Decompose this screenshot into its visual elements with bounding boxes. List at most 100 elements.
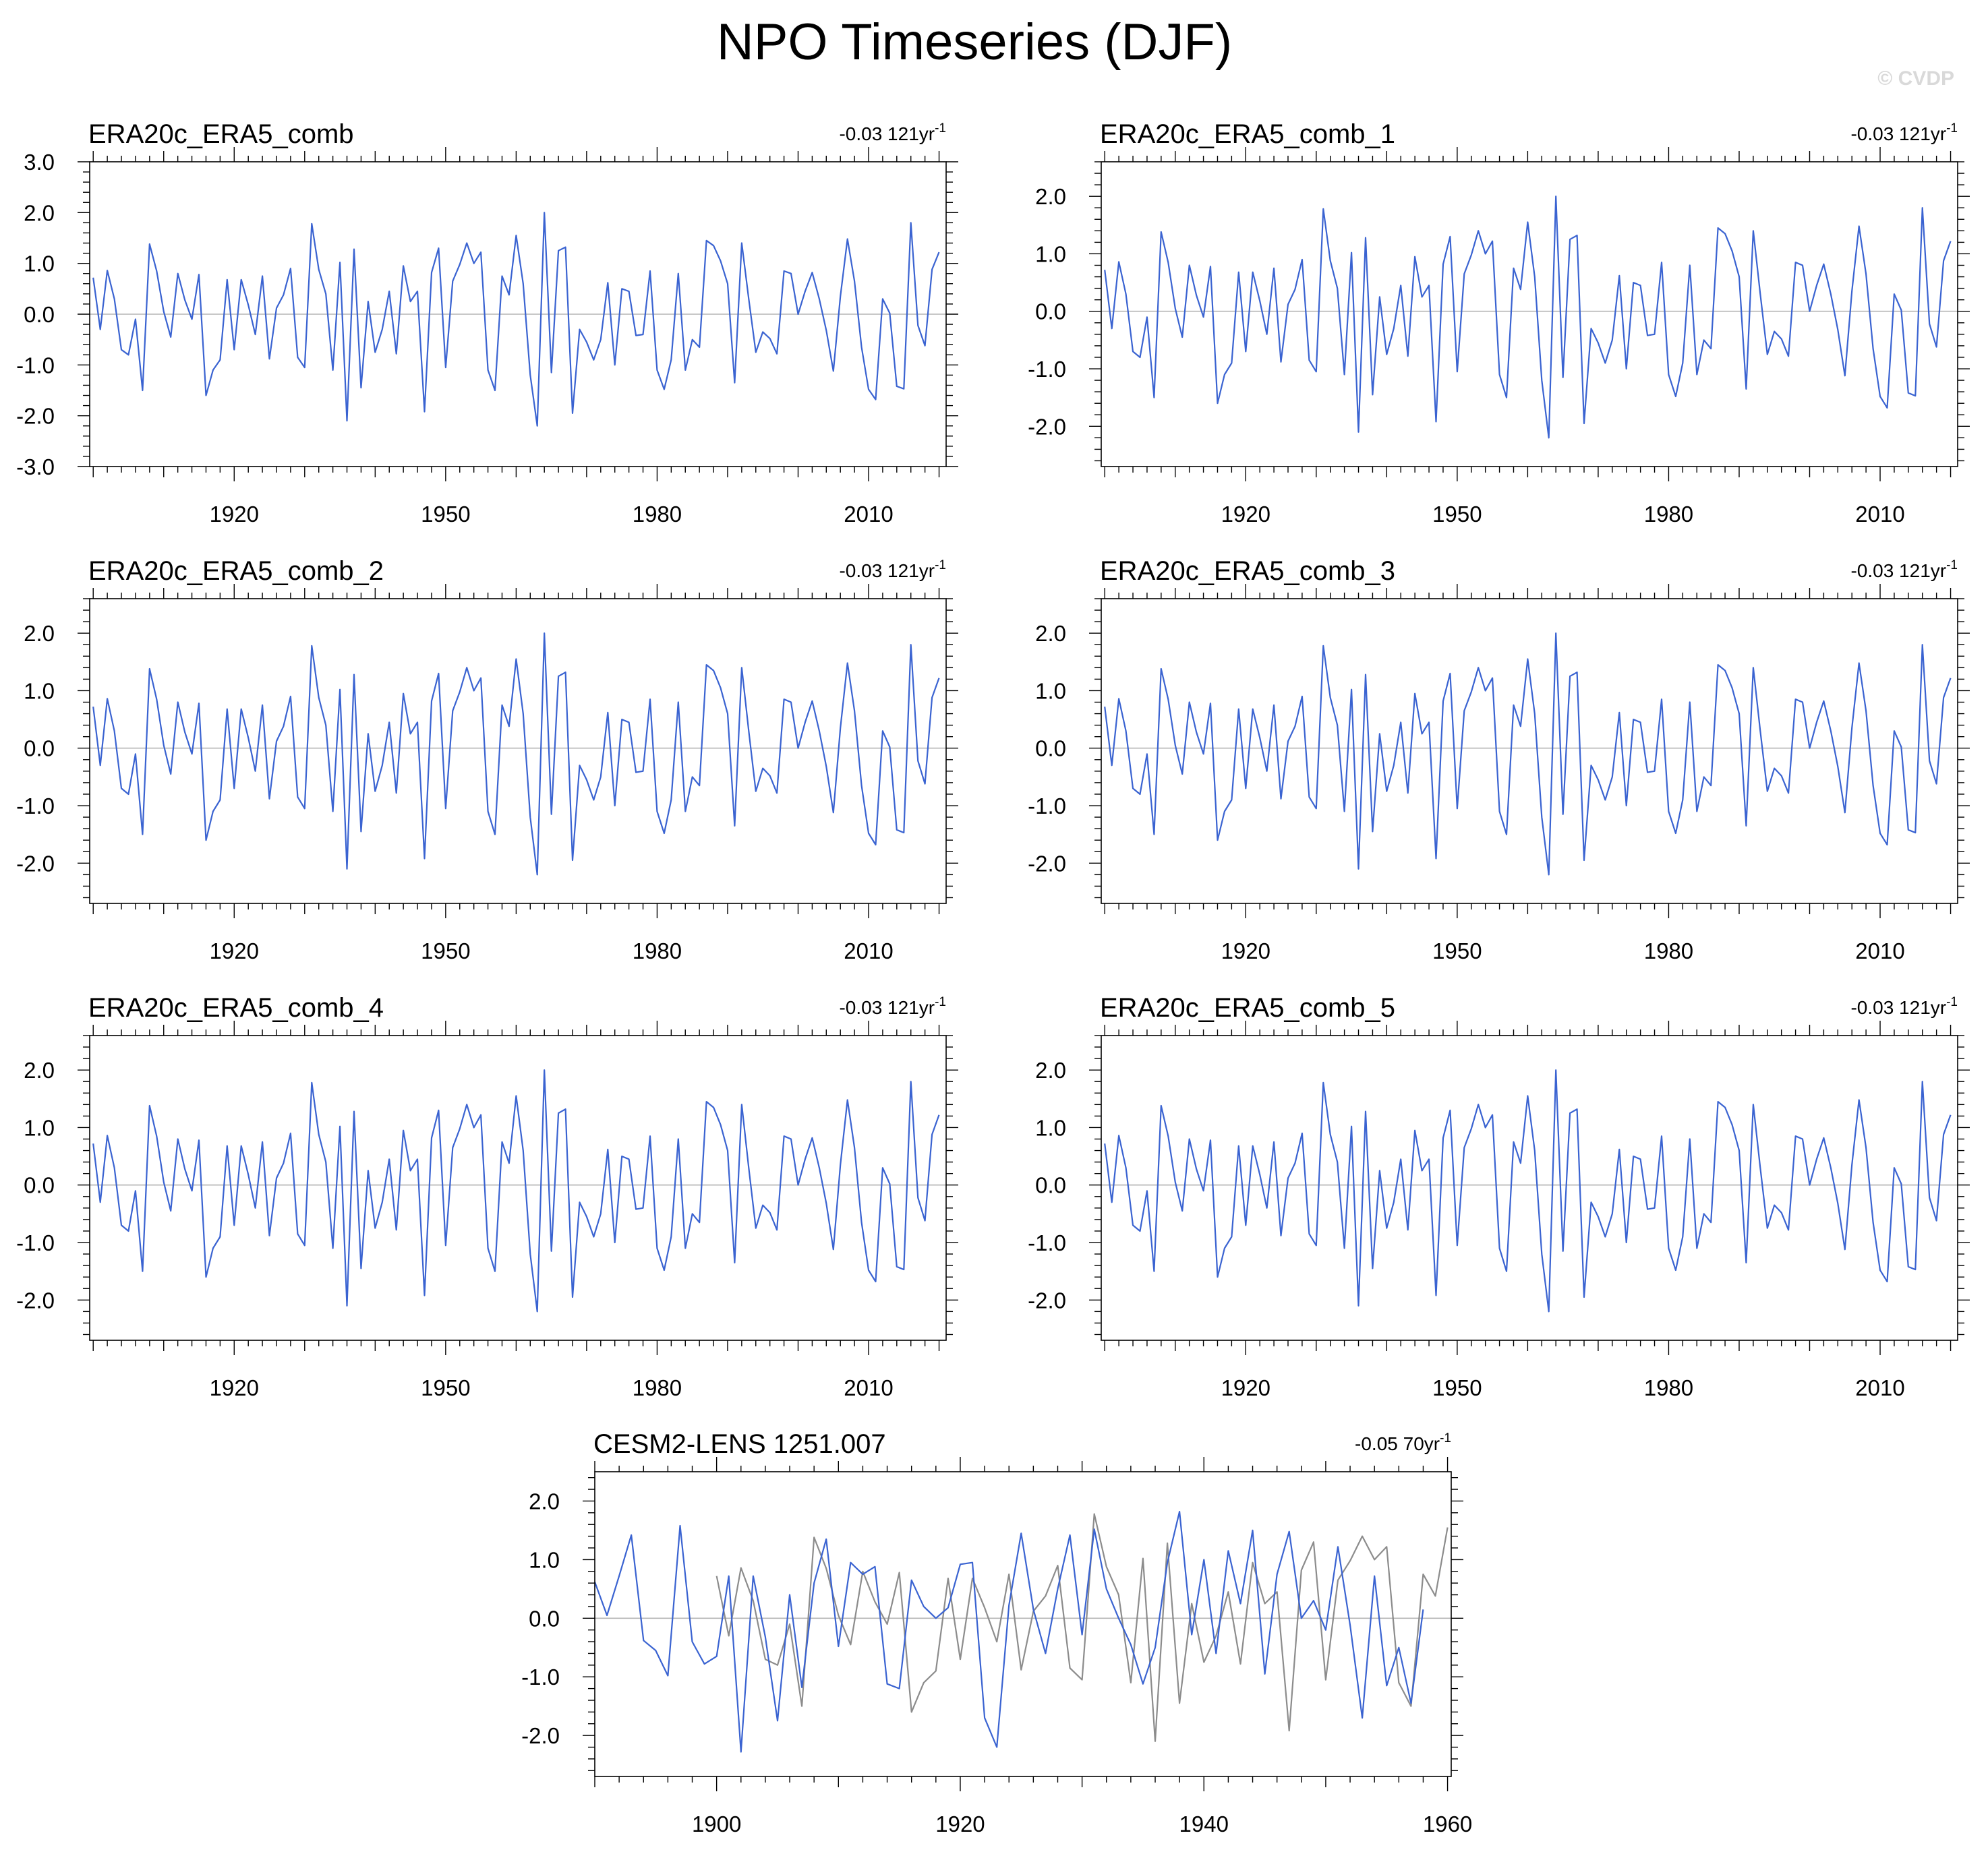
y-tick-label: 1.0 [24,251,55,276]
y-tick-label: 2.0 [24,200,55,225]
plot-frame [89,1035,947,1341]
y-tick-label: -2.0 [16,1288,55,1313]
y-tick-label: -1.0 [16,794,55,818]
y-tick-label: -3.0 [16,454,55,479]
plot-frame [594,1471,1452,1777]
y-tick-label: 2.0 [24,621,55,646]
x-tick-label: 1920 [1221,938,1270,963]
y-tick-label: 0.0 [529,1606,560,1631]
trend-exponent: -1 [1946,995,1958,1009]
panel-era20c-era5-comb-3: ERA20c_ERA5_comb_3 -0.03 121yr-1 2.0 1.0 0.0… [1028,556,1970,963]
y-tick-label: -1.0 [521,1665,560,1689]
trend-value: -0.03 121yr [1850,560,1946,581]
panel-title: ERA20c_ERA5_comb_5 [1100,993,1395,1023]
y-tick-label: 0.0 [1035,736,1066,761]
panel-era20c-era5-comb-1: ERA20c_ERA5_comb_1 -0.03 121yr-1 2.0 1.0 0.0… [1028,119,1970,527]
cvdp-watermark: © CVDP [1877,67,1954,90]
y-tick-label: -1.0 [16,353,55,378]
x-tick-label: 1950 [421,502,470,527]
x-tick-label: 1980 [633,938,682,963]
x-tick-label: 1980 [633,1375,682,1400]
y-tick-label: 1.0 [24,678,55,703]
trend-label: -0.05 70yr-1 [1355,1431,1451,1454]
panel-cesm2-lens-1251-007: CESM2-LENS 1251.007 -0.05 70yr-1 2.0 1.0 0.0… [521,1429,1472,1836]
x-tick-label: 2010 [1855,1375,1904,1400]
x-tick-label: 1980 [1644,1375,1693,1400]
trend-label: -0.03 121yr-1 [1850,995,1958,1018]
y-tick-label: -2.0 [521,1723,560,1748]
x-tick-label: 1900 [692,1812,741,1836]
y-tick-label: 0.0 [1035,299,1066,324]
y-tick-label: -2.0 [1028,414,1066,439]
y-tick-label: 0.0 [24,302,55,327]
x-tick-label: 2010 [1855,938,1904,963]
y-tick-label: -2.0 [16,404,55,429]
plot-frame [1101,161,1958,467]
x-tick-label: 1980 [633,502,682,527]
y-tick-label: -2.0 [1028,1288,1066,1313]
trend-value: -0.03 121yr [1850,997,1946,1018]
plot-frame [1101,598,1958,904]
y-tick-label: -2.0 [16,851,55,876]
npo-series-line [1104,632,1952,876]
y-tick-label: 2.0 [24,1058,55,1083]
trend-value: -0.03 121yr [839,997,935,1018]
y-tick-label: 1.0 [24,1115,55,1140]
x-tick-label: 1920 [935,1812,985,1836]
trend-label: -0.03 121yr-1 [839,995,946,1018]
trend-label: -0.03 121yr-1 [839,558,946,581]
x-tick-label: 1950 [421,1375,470,1400]
y-tick-label: 1.0 [1035,241,1066,266]
main-title: NPO Timeseries (DJF) [717,13,1232,71]
x-tick-label: 1920 [210,502,259,527]
x-tick-label: 1920 [210,938,259,963]
panel-title: ERA20c_ERA5_comb [88,119,354,149]
y-tick-label: -1.0 [1028,1230,1066,1255]
y-tick-label: 2.0 [529,1489,560,1514]
plot-frame [89,161,947,467]
y-tick-label: 1.0 [529,1547,560,1572]
npo-series-line [92,632,940,876]
y-tick-label: -1.0 [16,1230,55,1255]
trend-value: -0.03 121yr [839,123,935,144]
x-tick-label: 1920 [1221,1375,1270,1400]
y-tick-label: -2.0 [1028,851,1066,876]
panel-era20c-era5-comb: ERA20c_ERA5_comb -0.03 121yr-1 3.0 2.0 1.0 0.… [16,119,958,527]
x-tick-label: 1950 [1432,502,1482,527]
y-tick-label: -1.0 [1028,794,1066,818]
panel-era20c-era5-comb-5: ERA20c_ERA5_comb_5 -0.03 121yr-1 2.0 1.0 0.0… [1028,993,1970,1400]
trend-value: -0.05 70yr [1355,1433,1440,1454]
trend-exponent: -1 [1946,121,1958,136]
panel-title: CESM2-LENS 1251.007 [593,1429,886,1459]
trend-label: -0.03 121yr-1 [1850,558,1958,581]
npo-series-line [92,1069,940,1313]
y-tick-label: 0.0 [1035,1173,1066,1198]
y-tick-label: -1.0 [1028,357,1066,382]
trend-label: -0.03 121yr-1 [839,121,946,144]
npo-series-line [593,1511,1424,1753]
y-tick-label: 2.0 [1035,621,1066,646]
y-tick-label: 1.0 [1035,1115,1066,1140]
trend-exponent: -1 [1440,1431,1451,1445]
panel-era20c-era5-comb-4: ERA20c_ERA5_comb_4 -0.03 121yr-1 2.0 1.0 0.0… [16,993,958,1400]
y-tick-label: 0.0 [24,736,55,761]
panel-title: ERA20c_ERA5_comb_4 [88,993,384,1023]
panel-title: ERA20c_ERA5_comb_1 [1100,119,1395,149]
x-tick-label: 2010 [844,938,893,963]
x-tick-label: 2010 [844,502,893,527]
trend-exponent: -1 [935,121,946,136]
trend-label: -0.03 121yr-1 [1850,121,1958,144]
x-tick-label: 1940 [1179,1812,1229,1836]
trend-exponent: -1 [935,995,946,1009]
y-tick-label: 2.0 [1035,1058,1066,1083]
plot-frame [1101,1035,1958,1341]
x-tick-label: 2010 [844,1375,893,1400]
panel-title: ERA20c_ERA5_comb_3 [1100,556,1395,586]
x-tick-label: 1950 [1432,938,1482,963]
x-tick-label: 1920 [1221,502,1270,527]
panel-title: ERA20c_ERA5_comb_2 [88,556,384,586]
comparison-series-line [715,1513,1449,1742]
y-tick-label: 3.0 [24,150,55,175]
plot-frame [89,598,947,904]
x-tick-label: 1980 [1644,938,1693,963]
